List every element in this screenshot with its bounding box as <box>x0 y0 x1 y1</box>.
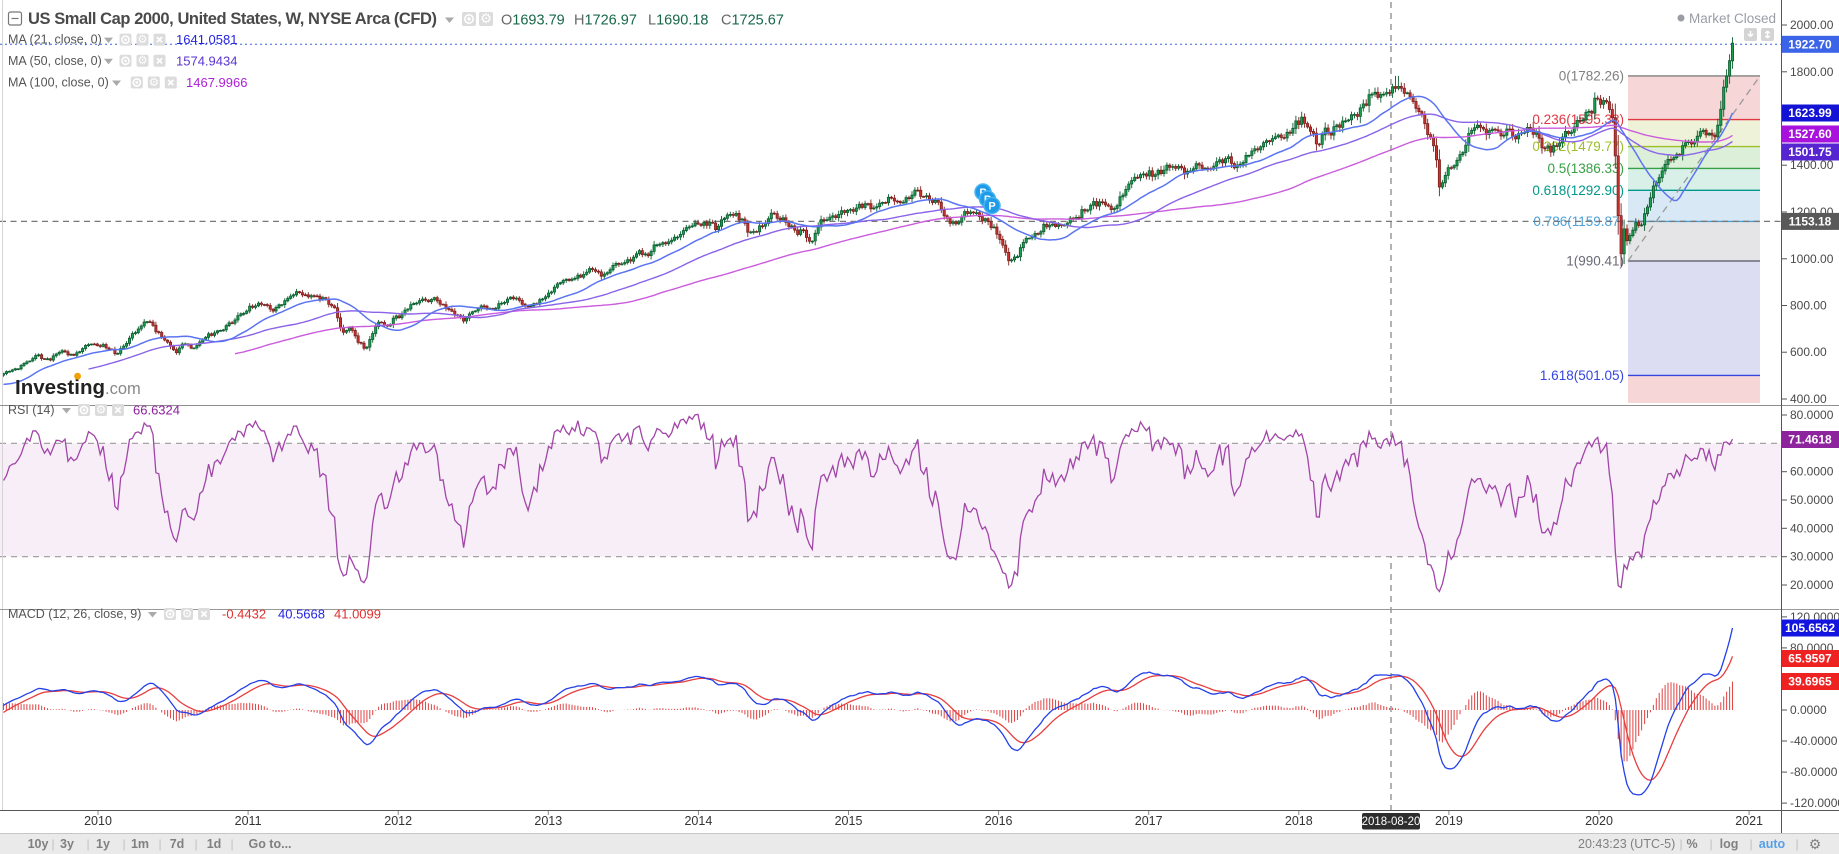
svg-text:1400.00: 1400.00 <box>1790 158 1834 172</box>
svg-text:2018-08-20: 2018-08-20 <box>1362 816 1421 828</box>
svg-text:-0.4432: -0.4432 <box>222 607 266 622</box>
svg-text:2021: 2021 <box>1735 814 1763 828</box>
svg-text:RSI (14): RSI (14) <box>8 403 55 417</box>
svg-text:MA (21, close, 0): MA (21, close, 0) <box>8 33 102 47</box>
svg-text:60.0000: 60.0000 <box>1790 465 1834 479</box>
svg-text:20.0000: 20.0000 <box>1790 578 1834 592</box>
svg-text:1922.70: 1922.70 <box>1788 37 1832 51</box>
svg-text:O1693.79: O1693.79 <box>501 13 565 29</box>
svg-text:|: | <box>86 837 89 851</box>
svg-text:2014: 2014 <box>684 814 712 828</box>
svg-text:%: % <box>1686 837 1697 851</box>
svg-text:105.6562: 105.6562 <box>1785 621 1835 635</box>
svg-text:US Small Cap 2000, United Stat: US Small Cap 2000, United States, W, NYS… <box>28 10 437 28</box>
svg-text:40.5668: 40.5668 <box>278 607 325 622</box>
svg-text:1641.0581: 1641.0581 <box>176 32 237 47</box>
svg-text:50.0000: 50.0000 <box>1790 493 1834 507</box>
svg-text:40.0000: 40.0000 <box>1790 521 1834 535</box>
svg-text:2018: 2018 <box>1285 814 1313 828</box>
svg-text:Market Closed: Market Closed <box>1689 11 1776 26</box>
svg-text:1623.99: 1623.99 <box>1788 106 1832 120</box>
svg-text:3y: 3y <box>60 837 74 851</box>
svg-text:0.236(1595.38): 0.236(1595.38) <box>1532 112 1624 127</box>
svg-text:1527.60: 1527.60 <box>1788 127 1832 141</box>
svg-text:1d: 1d <box>207 837 222 851</box>
svg-text:39.6965: 39.6965 <box>1788 675 1832 689</box>
svg-text:log: log <box>1720 837 1739 851</box>
svg-text:|: | <box>194 837 197 851</box>
svg-text:400.00: 400.00 <box>1790 392 1827 406</box>
svg-text:800.00: 800.00 <box>1790 299 1827 313</box>
svg-text:1.618(501.05): 1.618(501.05) <box>1540 368 1624 383</box>
svg-text:1800.00: 1800.00 <box>1790 65 1834 79</box>
svg-text:2020: 2020 <box>1585 814 1613 828</box>
svg-text:P: P <box>988 201 995 213</box>
svg-text:⚙: ⚙ <box>137 55 147 67</box>
svg-text:MA (50, close, 0): MA (50, close, 0) <box>8 54 102 68</box>
svg-text:⚙: ⚙ <box>96 404 106 416</box>
svg-text:⚙: ⚙ <box>1809 836 1822 852</box>
svg-text:|: | <box>230 837 233 851</box>
svg-text:65.9597: 65.9597 <box>1788 652 1832 666</box>
svg-text:Go to...: Go to... <box>248 837 291 851</box>
svg-text:|: | <box>158 837 161 851</box>
svg-text:|: | <box>122 837 125 851</box>
svg-text:2000.00: 2000.00 <box>1790 18 1834 32</box>
svg-text:H1726.97: H1726.97 <box>574 13 637 29</box>
svg-text:0.0000: 0.0000 <box>1790 703 1827 717</box>
svg-text:MACD (12, 26, close, 9): MACD (12, 26, close, 9) <box>8 607 141 621</box>
svg-text:2017: 2017 <box>1135 814 1163 828</box>
svg-text:2012: 2012 <box>384 814 412 828</box>
svg-text:|: | <box>1709 837 1712 851</box>
svg-text:|: | <box>1795 837 1798 851</box>
svg-text:-40.0000: -40.0000 <box>1790 734 1838 748</box>
svg-text:66.6324: 66.6324 <box>133 403 180 418</box>
svg-text:2011: 2011 <box>235 814 262 828</box>
svg-text:⚙: ⚙ <box>137 34 147 46</box>
svg-text:30.0000: 30.0000 <box>1790 550 1834 564</box>
svg-text:|: | <box>51 837 54 851</box>
svg-text:71.4618: 71.4618 <box>1788 433 1832 447</box>
svg-text:⚙: ⚙ <box>182 608 192 620</box>
svg-text:2019: 2019 <box>1435 814 1463 828</box>
svg-text:1y: 1y <box>96 837 110 851</box>
svg-text:⚙: ⚙ <box>480 11 492 26</box>
svg-text:1574.9434: 1574.9434 <box>176 53 237 68</box>
svg-text:1153.18: 1153.18 <box>1789 214 1832 228</box>
svg-text:41.0099: 41.0099 <box>334 607 381 622</box>
svg-text:0(1782.26): 0(1782.26) <box>1559 68 1624 83</box>
svg-text:1501.75: 1501.75 <box>1788 145 1832 159</box>
svg-text:0.382(1479.77): 0.382(1479.77) <box>1532 139 1624 154</box>
svg-text:10y: 10y <box>28 837 49 851</box>
svg-text:MA (100, close, 0): MA (100, close, 0) <box>8 76 109 90</box>
svg-text:600.00: 600.00 <box>1790 345 1827 359</box>
svg-text:7d: 7d <box>170 837 185 851</box>
svg-text:80.0000: 80.0000 <box>1790 408 1834 422</box>
svg-text:2015: 2015 <box>835 814 863 828</box>
svg-text:0.5(1386.33): 0.5(1386.33) <box>1547 161 1624 176</box>
svg-text:1(990.41): 1(990.41) <box>1566 254 1624 269</box>
svg-text:L1690.18: L1690.18 <box>648 13 709 29</box>
svg-text:|: | <box>1679 837 1682 851</box>
svg-text:auto: auto <box>1759 837 1786 851</box>
svg-text:⚙: ⚙ <box>149 77 159 89</box>
svg-text:Investing.com: Investing.com <box>15 376 141 399</box>
svg-text:1m: 1m <box>131 837 149 851</box>
svg-text:-120.0000: -120.0000 <box>1790 796 1839 810</box>
svg-text:1467.9966: 1467.9966 <box>186 75 247 90</box>
svg-text:2016: 2016 <box>985 814 1013 828</box>
svg-text:C1725.67: C1725.67 <box>721 13 784 29</box>
svg-text:2010: 2010 <box>84 814 112 828</box>
svg-text:20:43:23 (UTC-5): 20:43:23 (UTC-5) <box>1578 837 1675 851</box>
svg-text:2013: 2013 <box>534 814 562 828</box>
svg-text:0.618(1292.90): 0.618(1292.90) <box>1532 183 1624 198</box>
svg-text:|: | <box>1749 837 1752 851</box>
svg-text:-80.0000: -80.0000 <box>1790 765 1838 779</box>
svg-text:1000.00: 1000.00 <box>1790 252 1834 266</box>
